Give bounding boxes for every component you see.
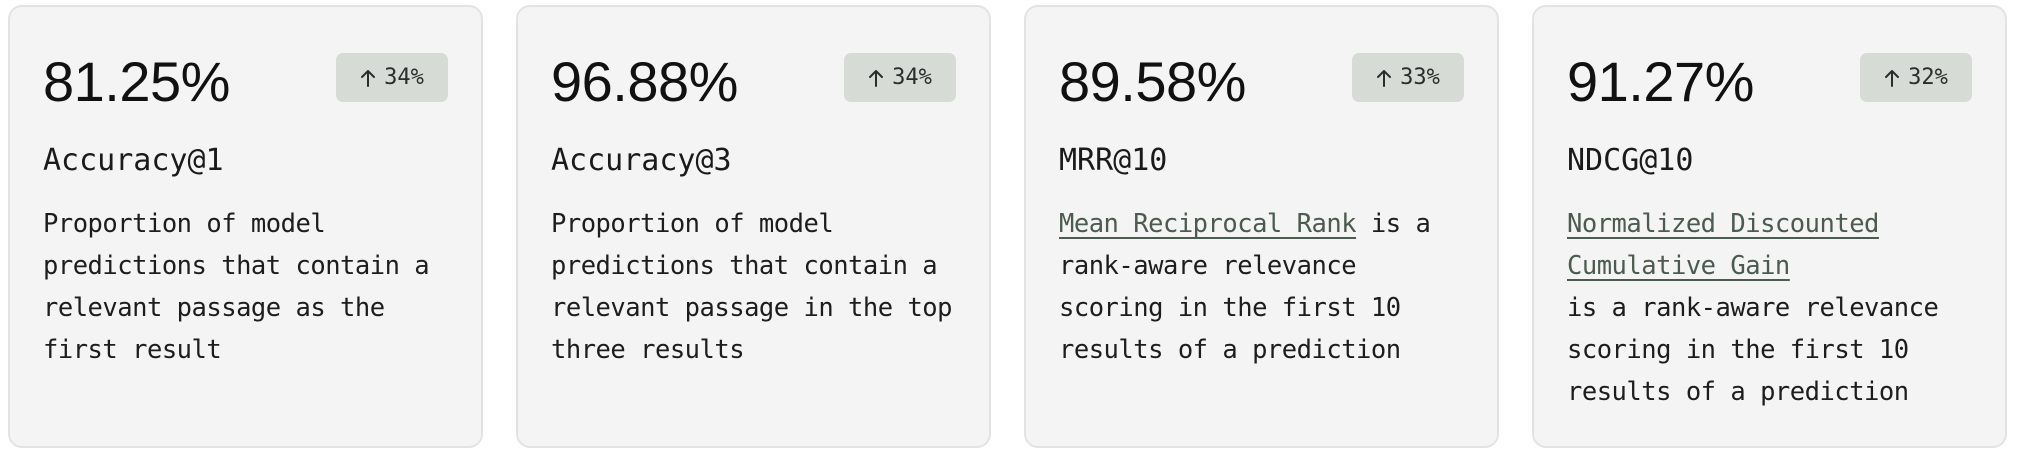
metric-card-accuracy-1: 81.25% 34% Accuracy@1 Proportion of mode… — [8, 5, 483, 448]
metric-value: 96.88% — [551, 50, 738, 113]
metric-name: NDCG@10 — [1567, 143, 1694, 178]
metric-description-text: is a rank-aware relevance scoring in the… — [1059, 209, 1431, 365]
metric-card-accuracy-3: 96.88% 34% Accuracy@3 Proportion of mode… — [516, 5, 991, 448]
metric-description-text: Proportion of model predictions that con… — [551, 209, 953, 365]
arrow-up-icon — [1377, 69, 1392, 87]
metric-name: Accuracy@3 — [551, 143, 732, 178]
arrow-up-icon — [1885, 69, 1900, 87]
change-value: 34% — [384, 65, 424, 90]
change-badge: 34% — [844, 53, 956, 102]
metric-card-header: 81.25% 34% — [43, 47, 448, 119]
metric-card-header: 96.88% 34% — [551, 47, 956, 119]
arrow-up-icon — [361, 69, 376, 87]
metric-description: Normalized Discounted Cumulative Gain is… — [1567, 203, 1972, 413]
metric-value: 89.58% — [1059, 50, 1246, 113]
metric-description: Proportion of model predictions that con… — [43, 203, 448, 371]
arrow-up-icon — [869, 69, 884, 87]
change-value: 34% — [892, 65, 932, 90]
metric-name: MRR@10 — [1059, 143, 1168, 178]
metric-name: Accuracy@1 — [43, 143, 224, 178]
metric-description: Mean Reciprocal Rank is a rank-aware rel… — [1059, 203, 1464, 371]
metric-value: 81.25% — [43, 50, 230, 113]
change-value: 33% — [1400, 65, 1440, 90]
ndcg-link[interactable]: Normalized Discounted Cumulative Gain — [1567, 209, 1879, 281]
change-badge: 32% — [1860, 53, 1972, 102]
metric-card-ndcg-10: 91.27% 32% NDCG@10 Normalized Discounted… — [1532, 5, 2007, 448]
change-value: 32% — [1908, 65, 1948, 90]
metric-description-text: is a rank-aware relevance scoring in the… — [1567, 293, 1939, 407]
metric-description-text: Proportion of model predictions that con… — [43, 209, 430, 365]
metric-description: Proportion of model predictions that con… — [551, 203, 956, 371]
change-badge: 33% — [1352, 53, 1464, 102]
metric-card-header: 91.27% 32% — [1567, 47, 1972, 119]
metric-value: 91.27% — [1567, 50, 1754, 113]
metric-card-mrr-10: 89.58% 33% MRR@10 Mean Reciprocal Rank i… — [1024, 5, 1499, 448]
metric-card-header: 89.58% 33% — [1059, 47, 1464, 119]
mean-reciprocal-rank-link[interactable]: Mean Reciprocal Rank — [1059, 209, 1357, 239]
change-badge: 34% — [336, 53, 448, 102]
